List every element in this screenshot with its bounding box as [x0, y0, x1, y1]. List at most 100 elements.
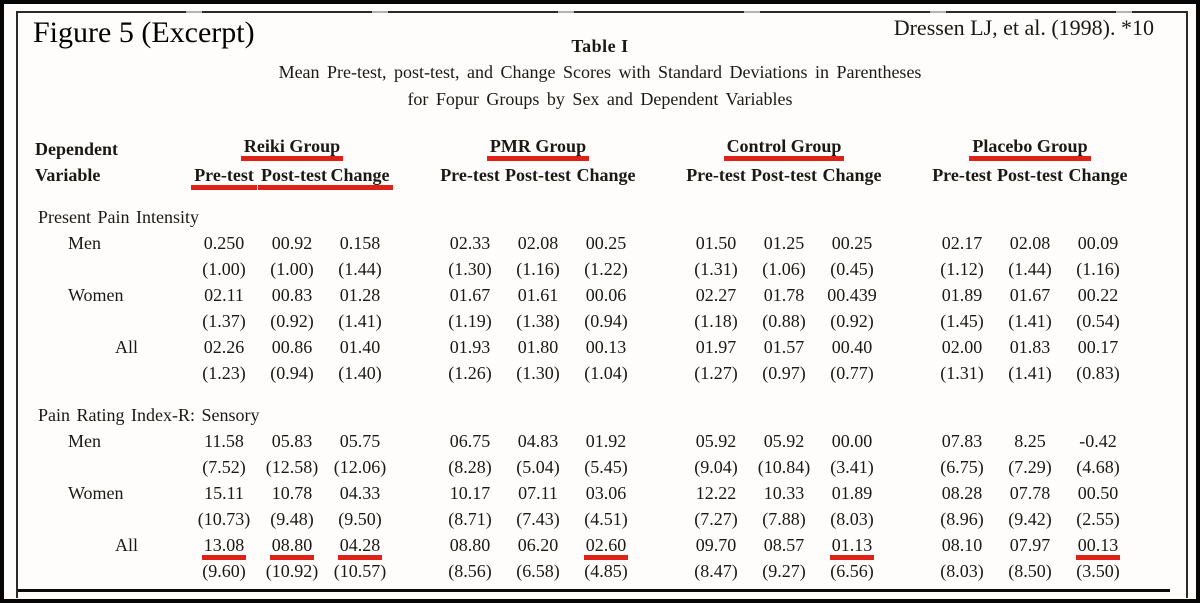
value-cell: 02.08 [504, 230, 572, 256]
value: 01.57 [763, 337, 805, 357]
group-sds: (1.18) (0.88) (0.92) [682, 308, 886, 334]
table-row-values: All 02.26 00.86 01.40 01.93 01.80 00.13 01.97 01… [30, 334, 1170, 360]
column-header: Post-test [258, 162, 330, 190]
group-values: 02.26 00.86 01.40 [190, 334, 394, 360]
group-sds: (9.60) (10.92) (10.57) [190, 558, 394, 584]
row-label-spacer [30, 506, 190, 532]
column-header-label: Post-test [997, 165, 1063, 185]
row-label-spacer [30, 256, 190, 282]
sd-cell: (0.94) [584, 311, 628, 331]
sd-cell: (6.58) [516, 561, 560, 581]
value-cell: 12.22 [682, 480, 750, 506]
row-label: Women [68, 285, 124, 305]
value: 02.08 [517, 233, 559, 253]
group-sds: (1.37) (0.92) (1.41) [190, 308, 394, 334]
row-label-spacer [30, 308, 190, 334]
value-cell: 00.439 [818, 282, 886, 308]
value-cell: 00.25 [818, 230, 886, 256]
sd-cell: (1.00) [202, 259, 246, 279]
group-sds: (8.71) (7.43) (4.51) [436, 506, 640, 532]
column-header: Pre-test [190, 162, 258, 190]
value-cell: 01.40 [326, 334, 394, 360]
group-name: Placebo Group [969, 136, 1091, 161]
value-cell: 06.75 [436, 428, 504, 454]
value: 02.11 [204, 285, 244, 305]
value: 07.78 [1009, 483, 1051, 503]
value-cell: 0.158 [326, 230, 394, 256]
group-header-placebo: Placebo Group [928, 136, 1132, 162]
group-sds: (8.96) (9.42) (2.55) [928, 506, 1132, 532]
sd-cell: (7.43) [516, 509, 560, 529]
value: 00.25 [831, 233, 873, 253]
sd-cell: (8.47) [694, 561, 738, 581]
value: 06.20 [517, 535, 559, 555]
column-header: Pre-test [436, 162, 504, 188]
sd-cell: (8.56) [448, 561, 492, 581]
value: 01.89 [941, 285, 983, 305]
sd-cell: (7.88) [762, 509, 806, 529]
sd-cell: (0.45) [830, 259, 874, 279]
sd-cell: (10.84) [757, 457, 811, 477]
column-header-label: Change [822, 165, 882, 185]
value-cell: 00.13 [572, 334, 640, 360]
sd-cell: (0.92) [830, 311, 874, 331]
value: 09.70 [695, 535, 737, 555]
value: 01.61 [517, 285, 559, 305]
value-cell: 05.75 [326, 428, 394, 454]
group-sds: (1.30) (1.16) (1.22) [436, 256, 640, 282]
value-cell: 09.70 [682, 532, 750, 558]
sd-cell: (1.40) [338, 363, 382, 383]
sd-cell: (5.45) [584, 457, 628, 477]
row-label: All [115, 535, 139, 555]
group-values: 10.17 07.11 03.06 [436, 480, 640, 506]
value-cell: 15.11 [190, 480, 258, 506]
value-cell: 01.92 [572, 428, 640, 454]
sd-cell: (1.16) [516, 259, 560, 279]
sd-cell: (6.75) [940, 457, 984, 477]
group-header-reiki: Reiki Group [190, 136, 394, 162]
value: 07.11 [518, 483, 558, 503]
sd-cell: (1.23) [202, 363, 246, 383]
value-cell: 8.25 [996, 428, 1064, 454]
value: 01.92 [585, 431, 627, 451]
table-row-sds: (7.52) (12.58) (12.06) (8.28) (5.04) (5.45) (9… [30, 454, 1170, 480]
sd-cell: (1.44) [338, 259, 382, 279]
sd-cell: (0.92) [270, 311, 314, 331]
sd-cell: (3.50) [1076, 561, 1120, 581]
group-name: PMR Group [486, 136, 590, 161]
group-sds: (8.47) (9.27) (6.56) [682, 558, 886, 584]
row-label-spacer [30, 558, 190, 584]
value: 15.11 [204, 483, 244, 503]
group-values: 08.28 07.78 00.50 [928, 480, 1132, 506]
group-values: 01.97 01.57 00.40 [682, 334, 886, 360]
column-header: Post-test [750, 162, 818, 188]
sd-cell: (1.44) [1008, 259, 1052, 279]
column-header-label: Post-test [505, 165, 571, 185]
column-header: Change [326, 162, 394, 190]
group-values: 05.92 05.92 00.00 [682, 428, 886, 454]
value: 00.40 [831, 337, 873, 357]
sd-cell: (4.85) [584, 561, 628, 581]
value: 01.97 [695, 337, 737, 357]
group-sds: (1.19) (1.38) (0.94) [436, 308, 640, 334]
group-values: 02.11 00.83 01.28 [190, 282, 394, 308]
value-cell: 08.28 [928, 480, 996, 506]
value-cell: 01.57 [750, 334, 818, 360]
section-title: Pain Rating Index-R: Sensory [38, 405, 260, 425]
attribution: Dressen LJ, et al. (1998). *10 [893, 15, 1154, 40]
value-cell: 11.58 [190, 428, 258, 454]
sd-cell: (9.48) [270, 509, 314, 529]
value-cell: 00.92 [258, 230, 326, 256]
table-subtitle-line1: Mean Pre-test, post-test, and Change Sco… [278, 62, 922, 82]
sd-cell: (0.83) [1076, 363, 1120, 383]
row-header-line2: Variable [35, 165, 101, 185]
sd-cell: (8.03) [940, 561, 984, 581]
sd-cell: (1.19) [448, 311, 492, 331]
sd-cell: (1.41) [1008, 363, 1052, 383]
value: 13.08 [201, 535, 247, 560]
sd-cell: (1.31) [940, 363, 984, 383]
row-label: All [115, 337, 139, 357]
group-subheader: Pre-test Post-test Change [682, 162, 886, 188]
value: 07.83 [941, 431, 983, 451]
